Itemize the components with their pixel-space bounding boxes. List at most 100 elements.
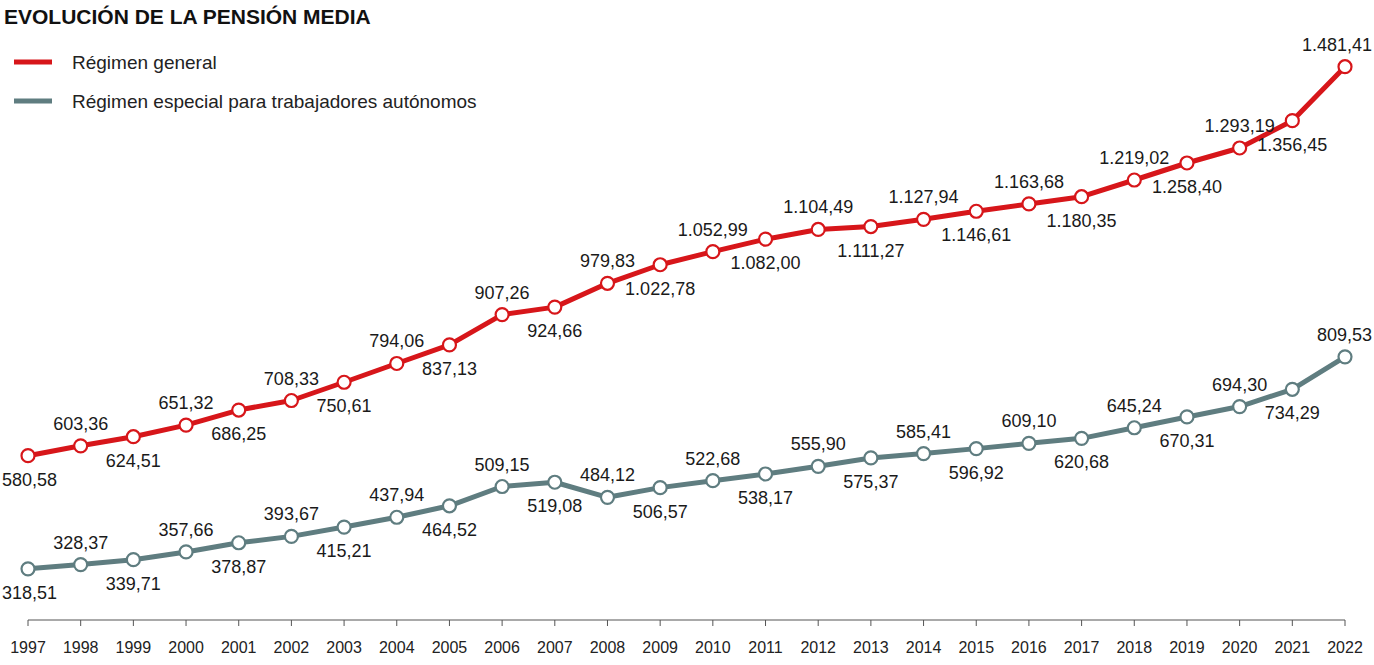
x-tick <box>923 620 924 626</box>
series-line <box>28 357 1345 569</box>
x-tick-label: 2017 <box>1064 639 1100 656</box>
x-tick-label: 2002 <box>274 639 310 656</box>
data-label: 1.293,19 <box>1205 116 1275 136</box>
point <box>812 223 825 236</box>
x-tick-label: 2016 <box>1011 639 1047 656</box>
x-tick-label: 1997 <box>10 639 46 656</box>
x-tick-label: 2011 <box>748 639 783 656</box>
data-label: 1.022,78 <box>625 279 695 299</box>
data-label: 357,66 <box>159 520 214 540</box>
point <box>759 233 772 246</box>
data-label: 538,17 <box>738 488 793 508</box>
x-tick <box>1239 620 1240 626</box>
data-label: 437,94 <box>369 485 424 505</box>
point <box>443 499 456 512</box>
x-tick <box>712 620 713 626</box>
point <box>1022 197 1035 210</box>
x-tick <box>238 620 239 626</box>
data-label: 1.111,27 <box>837 241 904 261</box>
point <box>548 476 561 489</box>
x-tick <box>660 620 661 626</box>
data-label: 585,41 <box>896 422 951 442</box>
point <box>180 419 193 432</box>
data-label: 1.356,45 <box>1257 135 1327 155</box>
point <box>390 357 403 370</box>
data-label: 1.219,02 <box>1099 148 1169 168</box>
x-tick-label: 1998 <box>63 639 99 656</box>
x-tick-label: 2009 <box>642 639 678 656</box>
data-label: 484,12 <box>580 465 635 485</box>
x-tick-label: 2013 <box>853 639 889 656</box>
x-tick <box>344 620 345 626</box>
point <box>1075 432 1088 445</box>
title: EVOLUCIÓN DE LA PENSIÓN MEDIA <box>4 5 371 28</box>
x-tick-label: 2022 <box>1327 639 1363 656</box>
x-tick <box>765 620 766 626</box>
x-tick-label: 2010 <box>695 639 731 656</box>
data-label: 464,52 <box>422 520 477 540</box>
x-tick <box>1186 620 1187 626</box>
x-tick-label: 2018 <box>1116 639 1152 656</box>
data-label: 415,21 <box>317 541 372 561</box>
plot-area <box>22 60 1352 575</box>
point <box>1022 437 1035 450</box>
point <box>443 338 456 351</box>
x-tick-label: 2019 <box>1169 639 1205 656</box>
point <box>285 530 298 543</box>
x-tick <box>554 620 555 626</box>
x-axis <box>28 620 1345 621</box>
x-tick-label: 2014 <box>906 639 942 656</box>
point <box>917 213 930 226</box>
point <box>654 481 667 494</box>
point <box>759 467 772 480</box>
data-label: 708,33 <box>264 369 319 389</box>
point <box>127 553 140 566</box>
point <box>706 474 719 487</box>
point <box>864 220 877 233</box>
data-label: 596,92 <box>949 463 1004 483</box>
x-tick <box>1134 620 1135 626</box>
point <box>74 558 87 571</box>
x-tick <box>1028 620 1029 626</box>
data-label: 979,83 <box>580 251 635 271</box>
point <box>1180 410 1193 423</box>
x-tick <box>28 620 29 626</box>
x-tick-label: 2004 <box>379 639 415 656</box>
point <box>232 536 245 549</box>
point <box>338 376 351 389</box>
point <box>917 447 930 460</box>
x-tick-label: 2020 <box>1222 639 1258 656</box>
x-tick <box>396 620 397 626</box>
point <box>1180 156 1193 169</box>
legend-label: Régimen especial para trabajadores autón… <box>72 91 477 112</box>
data-label: 328,37 <box>53 533 108 553</box>
data-label: 794,06 <box>369 331 424 351</box>
data-label: 924,66 <box>527 321 582 341</box>
point <box>601 277 614 290</box>
x-tick <box>818 620 819 626</box>
x-tick-label: 2005 <box>432 639 468 656</box>
data-label: 603,36 <box>53 414 108 434</box>
point <box>654 258 667 271</box>
point <box>232 404 245 417</box>
data-label: 1.146,61 <box>941 225 1011 245</box>
chart: EVOLUCIÓN DE LA PENSIÓN MEDIARégimen gen… <box>0 0 1374 665</box>
data-label: 1.163,68 <box>994 172 1064 192</box>
point <box>496 480 509 493</box>
point <box>1286 114 1299 127</box>
x-tick-label: 2007 <box>537 639 573 656</box>
data-label: 1.104,49 <box>783 197 853 217</box>
point <box>601 491 614 504</box>
data-label: 750,61 <box>317 396 372 416</box>
point <box>338 521 351 534</box>
labels: 580,58603,36624,51651,32686,25708,33750,… <box>2 35 1372 603</box>
point <box>864 451 877 464</box>
series-line <box>28 67 1345 456</box>
x-tick <box>976 620 977 626</box>
data-label: 609,10 <box>1001 411 1056 431</box>
data-label: 1.052,99 <box>678 220 748 240</box>
x-tick-label: 2000 <box>168 639 204 656</box>
x-tick <box>449 620 450 626</box>
point <box>1233 141 1246 154</box>
data-label: 506,57 <box>633 502 688 522</box>
